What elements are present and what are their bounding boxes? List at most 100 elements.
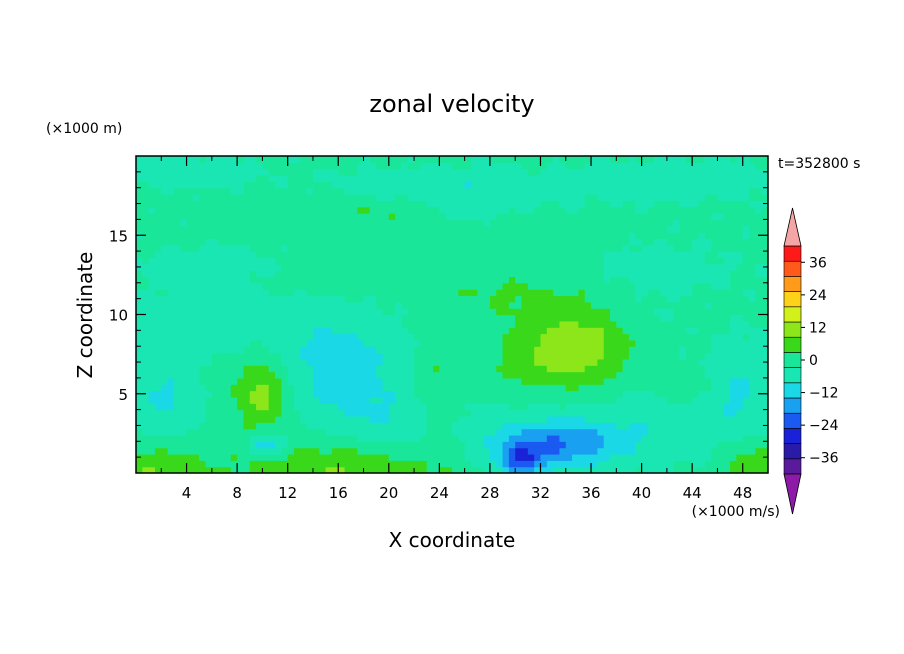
- contour-cell: [704, 238, 712, 246]
- contour-cell: [243, 371, 251, 379]
- contour-cell: [414, 314, 421, 322]
- contour-cell: [281, 282, 289, 290]
- contour-cell: [572, 390, 579, 398]
- contour-cell: [363, 263, 371, 271]
- contour-cell: [616, 156, 624, 163]
- contour-cell: [540, 403, 548, 411]
- contour-cell: [426, 206, 434, 214]
- contour-cell: [224, 219, 232, 227]
- contour-cell: [755, 308, 763, 316]
- contour-cell: [319, 453, 327, 461]
- contour-cell: [338, 175, 346, 182]
- contour-cell: [136, 238, 143, 246]
- contour-cell: [218, 422, 226, 430]
- contour-cell: [698, 409, 706, 417]
- contour-cell: [679, 168, 687, 176]
- contour-cell: [635, 175, 643, 182]
- contour-cell: [294, 194, 301, 201]
- contour-cell: [496, 415, 504, 423]
- contour-cell: [622, 390, 630, 398]
- contour-cell: [641, 194, 649, 201]
- contour-cell: [502, 434, 510, 442]
- contour-cell: [755, 441, 763, 449]
- contour-cell: [319, 396, 327, 404]
- contour-cell: [470, 276, 478, 284]
- contour-cell: [742, 327, 750, 335]
- contour-cell: [717, 213, 725, 220]
- contour-cell: [445, 276, 453, 284]
- contour-cell: [692, 447, 700, 455]
- contour-cell: [622, 276, 630, 284]
- contour-cell: [192, 168, 200, 176]
- contour-cell: [470, 187, 478, 195]
- contour-cell: [660, 270, 668, 278]
- contour-cell: [736, 327, 744, 335]
- contour-cell: [439, 320, 447, 328]
- contour-cell: [496, 194, 504, 201]
- contour-cell: [369, 289, 377, 297]
- contour-cell: [515, 282, 523, 290]
- contour-cell: [761, 365, 768, 373]
- contour-cell: [540, 301, 548, 309]
- contour-cell: [521, 257, 529, 265]
- contour-cell: [736, 276, 744, 284]
- contour-cell: [173, 251, 181, 259]
- contour-cell: [218, 289, 226, 297]
- contour-cell: [388, 441, 396, 449]
- contour-cell: [572, 320, 579, 328]
- contour-cell: [496, 346, 504, 354]
- contour-cell: [458, 219, 466, 227]
- contour-cell: [546, 447, 554, 455]
- contour-cell: [685, 238, 693, 246]
- contour-cell: [622, 270, 630, 278]
- contour-cell: [565, 453, 573, 461]
- contour-cell: [452, 289, 459, 297]
- contour-cell: [521, 251, 529, 259]
- contour-cell: [249, 263, 257, 271]
- contour-cell: [723, 422, 731, 430]
- contour-cell: [407, 371, 415, 379]
- contour-cell: [249, 447, 257, 455]
- contour-cell: [262, 428, 270, 436]
- contour-cell: [527, 346, 535, 354]
- contour-cell: [761, 270, 768, 278]
- contour-cell: [647, 213, 655, 220]
- contour-cell: [578, 194, 586, 201]
- contour-cell: [426, 219, 434, 227]
- contour-cell: [470, 390, 478, 398]
- contour-cell: [275, 346, 282, 354]
- contour-cell: [161, 200, 169, 208]
- contour-cell: [736, 206, 744, 214]
- contour-cell: [445, 232, 453, 240]
- contour-cell: [470, 358, 478, 366]
- contour-cell: [211, 175, 219, 182]
- contour-cell: [281, 213, 289, 220]
- contour-cell: [211, 390, 219, 398]
- contour-cell: [578, 409, 586, 417]
- contour-cell: [312, 213, 320, 220]
- contour-cell: [205, 339, 213, 347]
- contour-cell: [262, 181, 270, 189]
- contour-cell: [464, 244, 472, 252]
- contour-cell: [483, 447, 491, 455]
- contour-cell: [641, 320, 649, 328]
- contour-cell: [331, 460, 339, 468]
- contour-cell: [489, 460, 497, 468]
- contour-cell: [496, 175, 504, 182]
- contour-cell: [496, 403, 504, 411]
- contour-cell: [559, 219, 567, 227]
- contour-cell: [584, 371, 592, 379]
- contour-cell: [331, 238, 339, 246]
- contour-cell: [237, 270, 245, 278]
- contour-cell: [647, 415, 655, 423]
- contour-cell: [161, 244, 169, 252]
- contour-cell: [610, 365, 617, 373]
- contour-cell: [597, 238, 605, 246]
- contour-cell: [306, 415, 314, 423]
- contour-cell: [540, 276, 548, 284]
- contour-cell: [300, 282, 308, 290]
- contour-cell: [610, 428, 617, 436]
- contour-cell: [275, 415, 282, 423]
- contour-cell: [414, 219, 421, 227]
- contour-cell: [331, 263, 339, 271]
